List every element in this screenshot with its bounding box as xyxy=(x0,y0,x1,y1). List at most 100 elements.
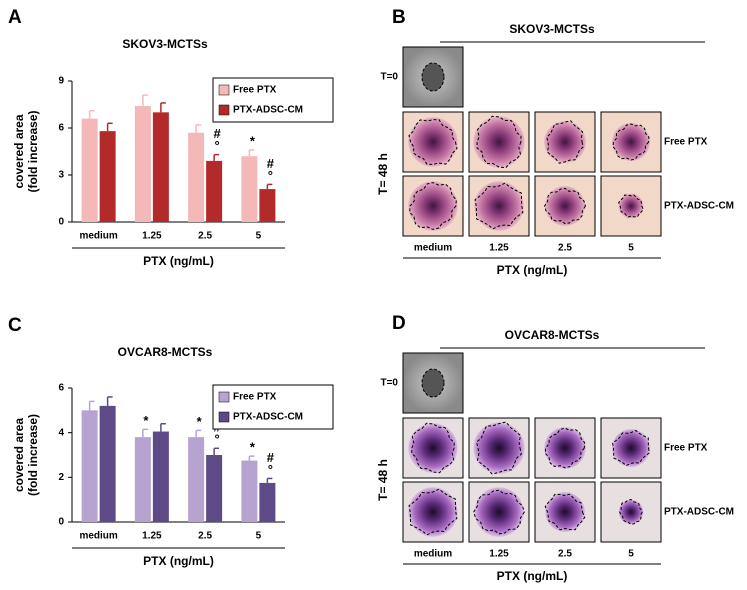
x-tick-label: 5 xyxy=(256,231,262,242)
spheroid xyxy=(544,427,586,469)
x-tick-label: medium xyxy=(79,231,117,242)
x-axis-label: PTX (ng/mL) xyxy=(497,569,568,583)
spheroid xyxy=(612,123,650,161)
spheroid-outline xyxy=(474,182,524,230)
spheroid-outline xyxy=(544,427,586,469)
bar xyxy=(259,482,276,522)
bar xyxy=(188,437,205,522)
column-label: 5 xyxy=(628,549,634,560)
spheroid-outline xyxy=(411,422,455,474)
y-axis-label: covered area xyxy=(12,114,26,188)
significance-mark: # xyxy=(267,450,275,465)
spheroid xyxy=(618,499,644,525)
row-label: Free PTX xyxy=(664,137,708,148)
spheroid-outline xyxy=(408,488,458,536)
bar xyxy=(152,112,169,222)
x-axis-label: PTX (ng/mL) xyxy=(143,254,214,268)
panel-letter: C xyxy=(8,315,22,336)
x-tick-label: 5 xyxy=(256,531,262,542)
spheroid xyxy=(612,429,650,467)
significance-mark: * xyxy=(250,440,256,455)
x-axis-label: PTX (ng/mL) xyxy=(497,263,568,277)
time-label: T= 48 h xyxy=(376,153,390,195)
column-label: 2.5 xyxy=(558,243,572,254)
panel-letter: A xyxy=(8,7,22,28)
spheroid-outline xyxy=(421,368,445,398)
y-tick-label: 3 xyxy=(58,170,64,181)
spheroid xyxy=(474,181,524,231)
significance-mark: # xyxy=(267,156,275,171)
time-label: T= 48 h xyxy=(376,459,390,501)
bar xyxy=(134,106,151,222)
x-tick-label: 2.5 xyxy=(198,231,212,242)
significance-mark: * xyxy=(250,133,256,148)
significance-mark: * xyxy=(143,413,149,428)
time-label: T=0 xyxy=(380,72,398,83)
legend-swatch xyxy=(218,84,230,96)
bar xyxy=(259,189,276,222)
spheroid-outline xyxy=(473,489,525,535)
legend-swatch xyxy=(218,411,230,423)
column-label: 1.25 xyxy=(489,549,509,560)
y-axis-label: covered area xyxy=(12,418,26,492)
significance-mark: ° xyxy=(215,138,220,153)
legend-label: Free PTX xyxy=(233,85,277,96)
column-label: medium xyxy=(414,549,452,560)
bar xyxy=(241,156,258,222)
legend-swatch xyxy=(218,391,230,403)
column-label: 2.5 xyxy=(558,549,572,560)
spheroid-outline xyxy=(619,498,643,526)
chart-title: SKOV3-MCTSs xyxy=(122,37,208,51)
bar xyxy=(188,132,205,222)
spheroid-outline xyxy=(612,429,650,467)
bar xyxy=(99,131,116,222)
spheroid xyxy=(408,117,458,167)
significance-mark: ° xyxy=(268,462,273,477)
x-tick-label: 1.25 xyxy=(142,531,162,542)
significance-mark: ° xyxy=(215,432,220,447)
panel-letter: B xyxy=(392,7,406,28)
spheroid xyxy=(408,487,458,537)
panel-title: SKOV3-MCTSs xyxy=(509,22,595,36)
spheroid-outline xyxy=(409,182,457,230)
bar xyxy=(206,455,223,522)
spheroid xyxy=(545,492,585,532)
bar xyxy=(99,405,116,522)
y-axis-label: (fold increase) xyxy=(26,110,40,192)
row-label: Free PTX xyxy=(664,443,708,454)
spheroid-outline xyxy=(544,187,586,225)
column-label: 5 xyxy=(628,243,634,254)
y-tick-label: 0 xyxy=(58,217,64,228)
significance-mark: ° xyxy=(268,168,273,183)
y-tick-label: 2 xyxy=(58,472,64,483)
spheroid xyxy=(544,121,586,163)
y-axis-label: (fold increase) xyxy=(26,414,40,496)
x-tick-label: medium xyxy=(79,531,117,542)
spheroid xyxy=(408,181,458,231)
legend-label: Free PTX xyxy=(233,392,277,403)
bar xyxy=(134,437,151,522)
y-tick-label: 9 xyxy=(58,76,64,87)
column-label: medium xyxy=(414,243,452,254)
legend-box xyxy=(212,384,334,430)
bar xyxy=(81,118,98,222)
row-label: PTX-ADSC-CM xyxy=(664,201,734,212)
chart-title: OVCAR8-MCTSs xyxy=(118,345,213,359)
y-tick-label: 6 xyxy=(58,383,64,394)
spheroid-outline xyxy=(546,120,584,164)
significance-mark: * xyxy=(197,414,203,429)
legend-swatch xyxy=(218,104,230,116)
y-tick-label: 0 xyxy=(58,517,64,528)
spheroid-outline xyxy=(612,123,650,161)
y-tick-label: 6 xyxy=(58,123,64,134)
x-axis-label: PTX (ng/mL) xyxy=(143,554,214,568)
legend-box xyxy=(212,77,334,123)
panel-letter: D xyxy=(392,313,406,334)
spheroid xyxy=(408,423,458,473)
spheroid-outline xyxy=(618,194,644,218)
spheroid xyxy=(473,422,525,474)
x-tick-label: 2.5 xyxy=(198,531,212,542)
spheroid-outline xyxy=(476,115,522,169)
x-tick-label: 1.25 xyxy=(142,231,162,242)
